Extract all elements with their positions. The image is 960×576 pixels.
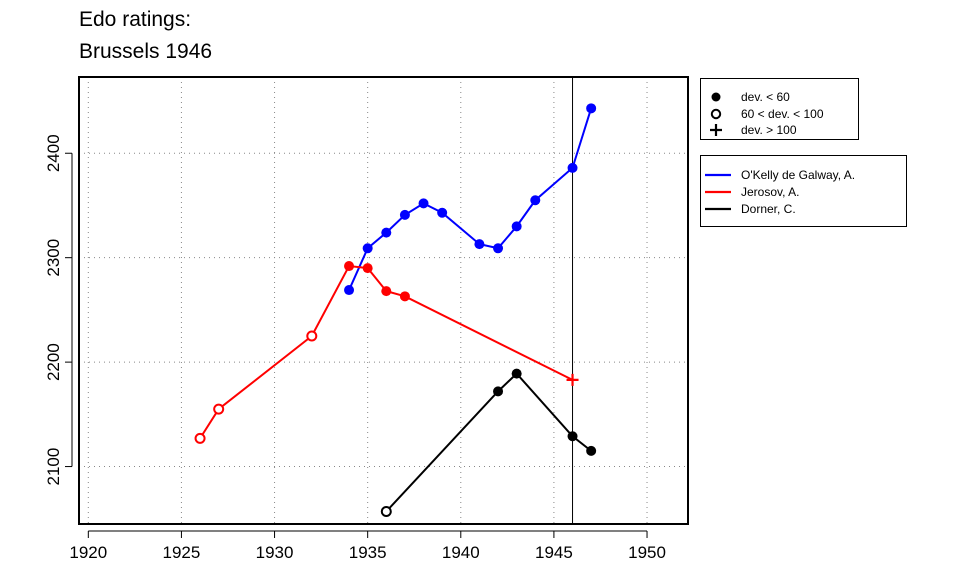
legend-dev-label: 60 < dev. < 100 <box>741 107 824 121</box>
y-tick-label: 2100 <box>44 448 63 486</box>
data-point-o-kelly-de-galway-a <box>418 198 429 209</box>
data-point-o-kelly-de-galway-a <box>474 239 485 250</box>
legend-dev-row: dev. < 60 <box>701 89 856 105</box>
x-tick-label: 1940 <box>442 543 480 562</box>
x-tick-label: 1945 <box>535 543 573 562</box>
plus-marker-icon <box>710 124 722 136</box>
legend-player-row: Jerosov, A. <box>701 184 904 200</box>
data-point-dorner-c <box>567 431 578 442</box>
x-tick-label: 1920 <box>69 543 107 562</box>
plot-frame <box>78 76 689 525</box>
data-point-o-kelly-de-galway-a <box>437 207 448 218</box>
data-point-jerosov-a <box>399 291 410 302</box>
data-point-jerosov-a <box>381 286 392 297</box>
open-circle-marker-icon <box>710 108 722 120</box>
data-point-jerosov-a <box>306 330 318 342</box>
red-line-swatch-icon <box>705 190 731 194</box>
y-tick-label: 2400 <box>44 134 63 172</box>
legend-player-label: Jerosov, A. <box>741 185 800 199</box>
data-point-o-kelly-de-galway-a <box>399 209 410 220</box>
legend-dev-label: dev. > 100 <box>741 123 797 137</box>
series-line-dorner-c <box>385 372 592 513</box>
x-tick-label: 1935 <box>349 543 387 562</box>
blue-line-swatch-icon <box>705 173 731 177</box>
legend-player-label: Dorner, C. <box>741 202 796 216</box>
data-point-o-kelly-de-galway-a <box>511 221 522 232</box>
data-point-o-kelly-de-galway-a <box>381 227 392 238</box>
y-tick-label: 2200 <box>44 343 63 381</box>
data-point-dorner-c <box>493 386 504 397</box>
legend-deviation: dev. < 60 60 < dev. < 100 dev. > 100 <box>700 78 859 140</box>
data-point-o-kelly-de-galway-a <box>530 195 541 206</box>
series-line-o-kelly-de-galway-a <box>348 108 593 291</box>
legend-players: O'Kelly de Galway, A. Jerosov, A. Dorner… <box>700 155 907 227</box>
data-point-o-kelly-de-galway-a <box>344 285 355 296</box>
x-tick-label: 1930 <box>256 543 294 562</box>
chart-title-line-2: Brussels 1946 <box>79 40 213 63</box>
legend-player-row: Dorner, C. <box>701 201 904 217</box>
legend-player-row: O'Kelly de Galway, A. <box>701 167 904 183</box>
black-line-swatch-icon <box>705 207 731 211</box>
data-point-o-kelly-de-galway-a <box>567 162 578 173</box>
legend-dev-label: dev. < 60 <box>741 90 790 104</box>
legend-player-label: O'Kelly de Galway, A. <box>741 168 856 182</box>
data-point-jerosov-a <box>213 403 225 415</box>
data-point-o-kelly-de-galway-a <box>493 243 504 254</box>
x-tick-label: 1950 <box>628 543 666 562</box>
data-point-jerosov-a <box>566 373 579 386</box>
data-point-dorner-c <box>511 368 522 379</box>
solid-circle-marker-icon <box>711 92 721 102</box>
data-point-dorner-c <box>380 505 392 517</box>
data-point-jerosov-a <box>362 263 373 274</box>
data-point-jerosov-a <box>344 261 355 272</box>
chart-title-line-1: Edo ratings: <box>79 8 192 31</box>
y-tick-label: 2300 <box>44 239 63 277</box>
data-point-dorner-c <box>586 445 597 456</box>
data-point-o-kelly-de-galway-a <box>362 243 373 254</box>
data-point-o-kelly-de-galway-a <box>586 103 597 114</box>
x-tick-label: 1925 <box>163 543 201 562</box>
legend-dev-row: 60 < dev. < 100 <box>701 106 856 122</box>
legend-dev-row: dev. > 100 <box>701 122 856 138</box>
data-point-jerosov-a <box>194 432 206 444</box>
